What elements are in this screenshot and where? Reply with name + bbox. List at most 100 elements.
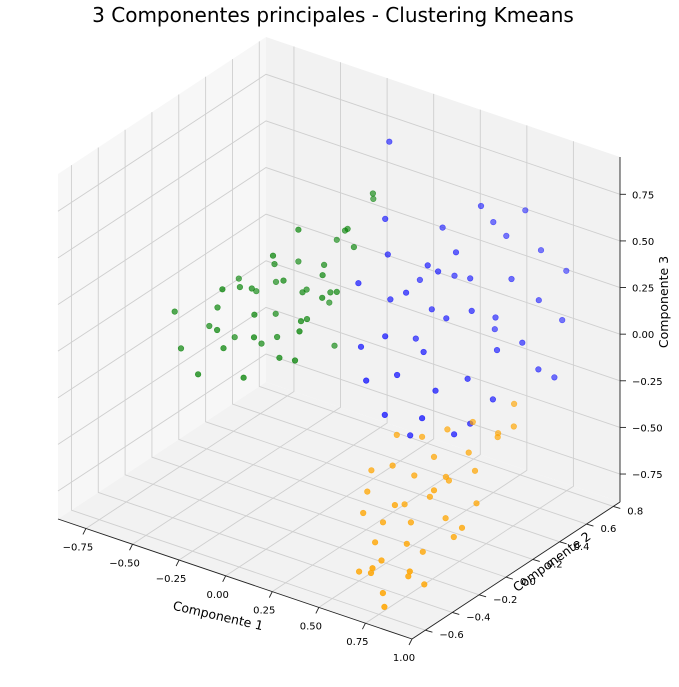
data-point-cluster-orange xyxy=(494,434,501,441)
y-tick-mark xyxy=(559,541,567,545)
data-point-cluster-green xyxy=(333,236,340,243)
data-point-cluster-blue xyxy=(381,411,388,419)
data-point-cluster-orange xyxy=(465,449,472,456)
y-tick-label: 0.4 xyxy=(574,542,590,553)
data-point-cluster-green xyxy=(235,275,242,282)
data-point-cluster-orange xyxy=(360,509,367,517)
x-tick-mark xyxy=(175,559,180,567)
y-gridline xyxy=(97,147,453,613)
data-point-cluster-green xyxy=(333,288,340,296)
data-point-cluster-green xyxy=(272,310,279,317)
data-point-cluster-blue xyxy=(503,232,510,239)
data-point-cluster-green xyxy=(344,225,351,232)
data-point-cluster-blue xyxy=(424,262,431,269)
data-point-cluster-green xyxy=(326,299,333,306)
y-gridline xyxy=(178,94,533,560)
data-point-cluster-blue xyxy=(451,272,458,279)
data-point-cluster-blue xyxy=(407,432,414,439)
data-point-cluster-orange xyxy=(419,433,426,440)
data-point-cluster-blue xyxy=(563,267,570,274)
data-point-cluster-green xyxy=(271,261,278,268)
z-gridline xyxy=(57,306,621,445)
x-gridline xyxy=(272,109,481,593)
data-point-cluster-blue xyxy=(477,202,485,210)
data-point-cluster-green xyxy=(269,252,277,259)
x-tick-label: −0.25 xyxy=(156,574,187,585)
data-point-cluster-orange xyxy=(391,502,399,509)
data-point-cluster-orange xyxy=(510,400,518,408)
data-point-cluster-green xyxy=(319,272,326,279)
z-gridline xyxy=(57,167,621,305)
data-point-cluster-blue xyxy=(403,289,410,296)
data-point-cluster-blue xyxy=(491,326,498,333)
y-gridline xyxy=(205,76,560,543)
data-point-cluster-orange xyxy=(469,418,476,426)
y-gridline xyxy=(151,112,507,578)
x-tick-mark xyxy=(129,544,133,551)
axes-panes xyxy=(58,37,620,639)
data-point-cluster-green xyxy=(321,261,328,269)
z-tick-label: 0.75 xyxy=(632,190,654,201)
data-point-cluster-orange xyxy=(368,467,375,474)
data-point-cluster-green xyxy=(331,342,338,349)
data-point-cluster-green xyxy=(274,333,281,341)
z-tick-label: −0.75 xyxy=(632,470,663,481)
x-gridline xyxy=(365,141,574,624)
data-point-cluster-orange xyxy=(378,557,385,564)
x-tick-label: 0.50 xyxy=(300,621,322,632)
data-point-cluster-orange xyxy=(406,568,413,575)
data-point-cluster-orange xyxy=(379,589,387,597)
data-point-cluster-orange xyxy=(379,519,387,526)
y-tick-mark xyxy=(452,612,460,615)
z-axis-label: Componente 3 xyxy=(656,256,671,348)
z-tick-label: 0.25 xyxy=(632,284,654,295)
data-point-cluster-blue xyxy=(384,251,391,258)
data-point-cluster-green xyxy=(369,190,377,197)
y-axis-line xyxy=(411,501,621,640)
y-gridline xyxy=(232,59,587,525)
data-point-cluster-orange xyxy=(369,565,376,572)
x-axis-label: Componente 1 xyxy=(172,598,265,633)
data-point-cluster-blue xyxy=(489,396,497,403)
data-point-cluster-orange xyxy=(389,462,396,469)
data-point-cluster-green xyxy=(280,277,287,284)
y-gridline xyxy=(124,129,480,596)
data-point-cluster-blue xyxy=(439,224,446,231)
data-point-cluster-blue xyxy=(519,339,526,346)
x-gridline xyxy=(318,125,528,608)
data-point-cluster-green xyxy=(327,289,334,296)
data-point-cluster-blue xyxy=(435,268,442,275)
data-point-cluster-blue xyxy=(490,219,497,226)
z-gridline xyxy=(57,120,621,259)
data-point-cluster-blue xyxy=(428,306,435,313)
data-point-cluster-orange xyxy=(442,473,450,481)
data-point-cluster-blue xyxy=(394,371,401,379)
x-tick-mark xyxy=(222,575,227,583)
data-point-cluster-green xyxy=(250,334,258,341)
x-tick-label: −0.75 xyxy=(63,542,94,553)
data-point-cluster-green xyxy=(219,286,226,293)
data-point-cluster-green xyxy=(240,374,247,381)
x-tick-label: 0.00 xyxy=(207,590,229,601)
data-point-cluster-orange xyxy=(403,540,410,547)
x-tick-label: 1.00 xyxy=(393,653,415,664)
y-tick-label: 0.2 xyxy=(547,559,563,570)
x-tick-label: 0.75 xyxy=(346,637,368,648)
data-point-cluster-blue xyxy=(420,348,427,356)
data-point-cluster-green xyxy=(295,258,302,265)
y-tick-label: 0.6 xyxy=(600,524,616,535)
data-point-cluster-blue xyxy=(559,317,566,324)
data-point-cluster-green xyxy=(195,371,202,378)
x-gridline xyxy=(225,93,435,577)
data-point-cluster-blue xyxy=(508,275,515,283)
y-tick-label: 0.8 xyxy=(627,506,643,517)
data-point-cluster-orange xyxy=(411,472,418,479)
data-point-cluster-green xyxy=(272,278,280,286)
data-point-cluster-blue xyxy=(537,247,545,254)
data-point-cluster-orange xyxy=(364,488,371,495)
data-point-cluster-green xyxy=(231,334,238,341)
data-point-cluster-green xyxy=(251,311,258,318)
data-point-cluster-green xyxy=(214,304,221,311)
data-point-cluster-green xyxy=(296,328,303,335)
data-point-cluster-orange xyxy=(473,500,480,507)
